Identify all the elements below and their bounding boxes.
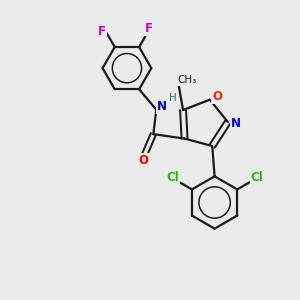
Text: N: N xyxy=(157,100,167,113)
Text: F: F xyxy=(145,22,153,35)
Text: O: O xyxy=(212,90,222,103)
Text: N: N xyxy=(231,117,241,130)
Text: H: H xyxy=(169,94,176,103)
Text: CH₃: CH₃ xyxy=(177,75,196,85)
Text: F: F xyxy=(98,25,106,38)
Text: Cl: Cl xyxy=(166,171,178,184)
Text: O: O xyxy=(138,154,148,167)
Text: Cl: Cl xyxy=(250,171,263,184)
